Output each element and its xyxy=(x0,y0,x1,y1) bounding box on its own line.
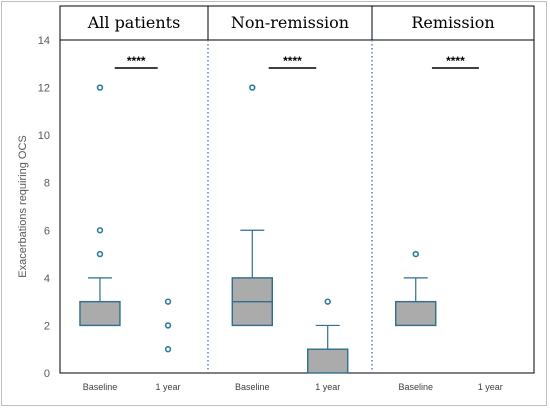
x-category-label: Baseline xyxy=(235,382,270,392)
plot-area-border xyxy=(59,39,535,374)
y-tick-label: 10 xyxy=(38,130,50,142)
panel-header-box xyxy=(207,5,373,41)
outlier-point xyxy=(96,227,104,234)
box xyxy=(395,300,437,327)
y-tick-label: 14 xyxy=(38,35,50,47)
outlier-point xyxy=(412,250,419,258)
y-tick-label: 12 xyxy=(38,83,50,95)
box xyxy=(307,348,349,374)
y-tick-label: 2 xyxy=(44,320,50,332)
y-tick-label: 0 xyxy=(44,368,50,380)
x-category-label: 1 year xyxy=(478,382,503,392)
outlier-point xyxy=(164,346,172,353)
outlier-point xyxy=(324,298,331,305)
panel-title: All patients xyxy=(87,13,181,32)
x-category-label: 1 year xyxy=(315,382,340,392)
x-category-label: Baseline xyxy=(83,382,118,392)
y-tick-label: 8 xyxy=(44,178,50,190)
panel-title: Non-remission xyxy=(231,13,349,32)
outlier-point xyxy=(249,84,256,91)
x-category-label: 1 year xyxy=(156,382,181,392)
significance-label: **** xyxy=(127,54,146,68)
panel-header-box xyxy=(371,5,535,41)
outlier-point xyxy=(164,322,172,329)
outlier-point xyxy=(96,250,104,258)
y-tick-label: 6 xyxy=(44,225,50,237)
outlier-point xyxy=(96,84,104,91)
y-axis-label: Exacerbations requiring OCS xyxy=(17,135,29,277)
panel-title: Remission xyxy=(411,13,494,32)
box xyxy=(79,300,121,327)
significance-label: **** xyxy=(446,54,465,68)
y-tick-label: 4 xyxy=(44,273,50,285)
x-category-label: Baseline xyxy=(398,382,433,392)
significance-label: **** xyxy=(283,54,302,68)
outlier-point xyxy=(164,298,172,305)
